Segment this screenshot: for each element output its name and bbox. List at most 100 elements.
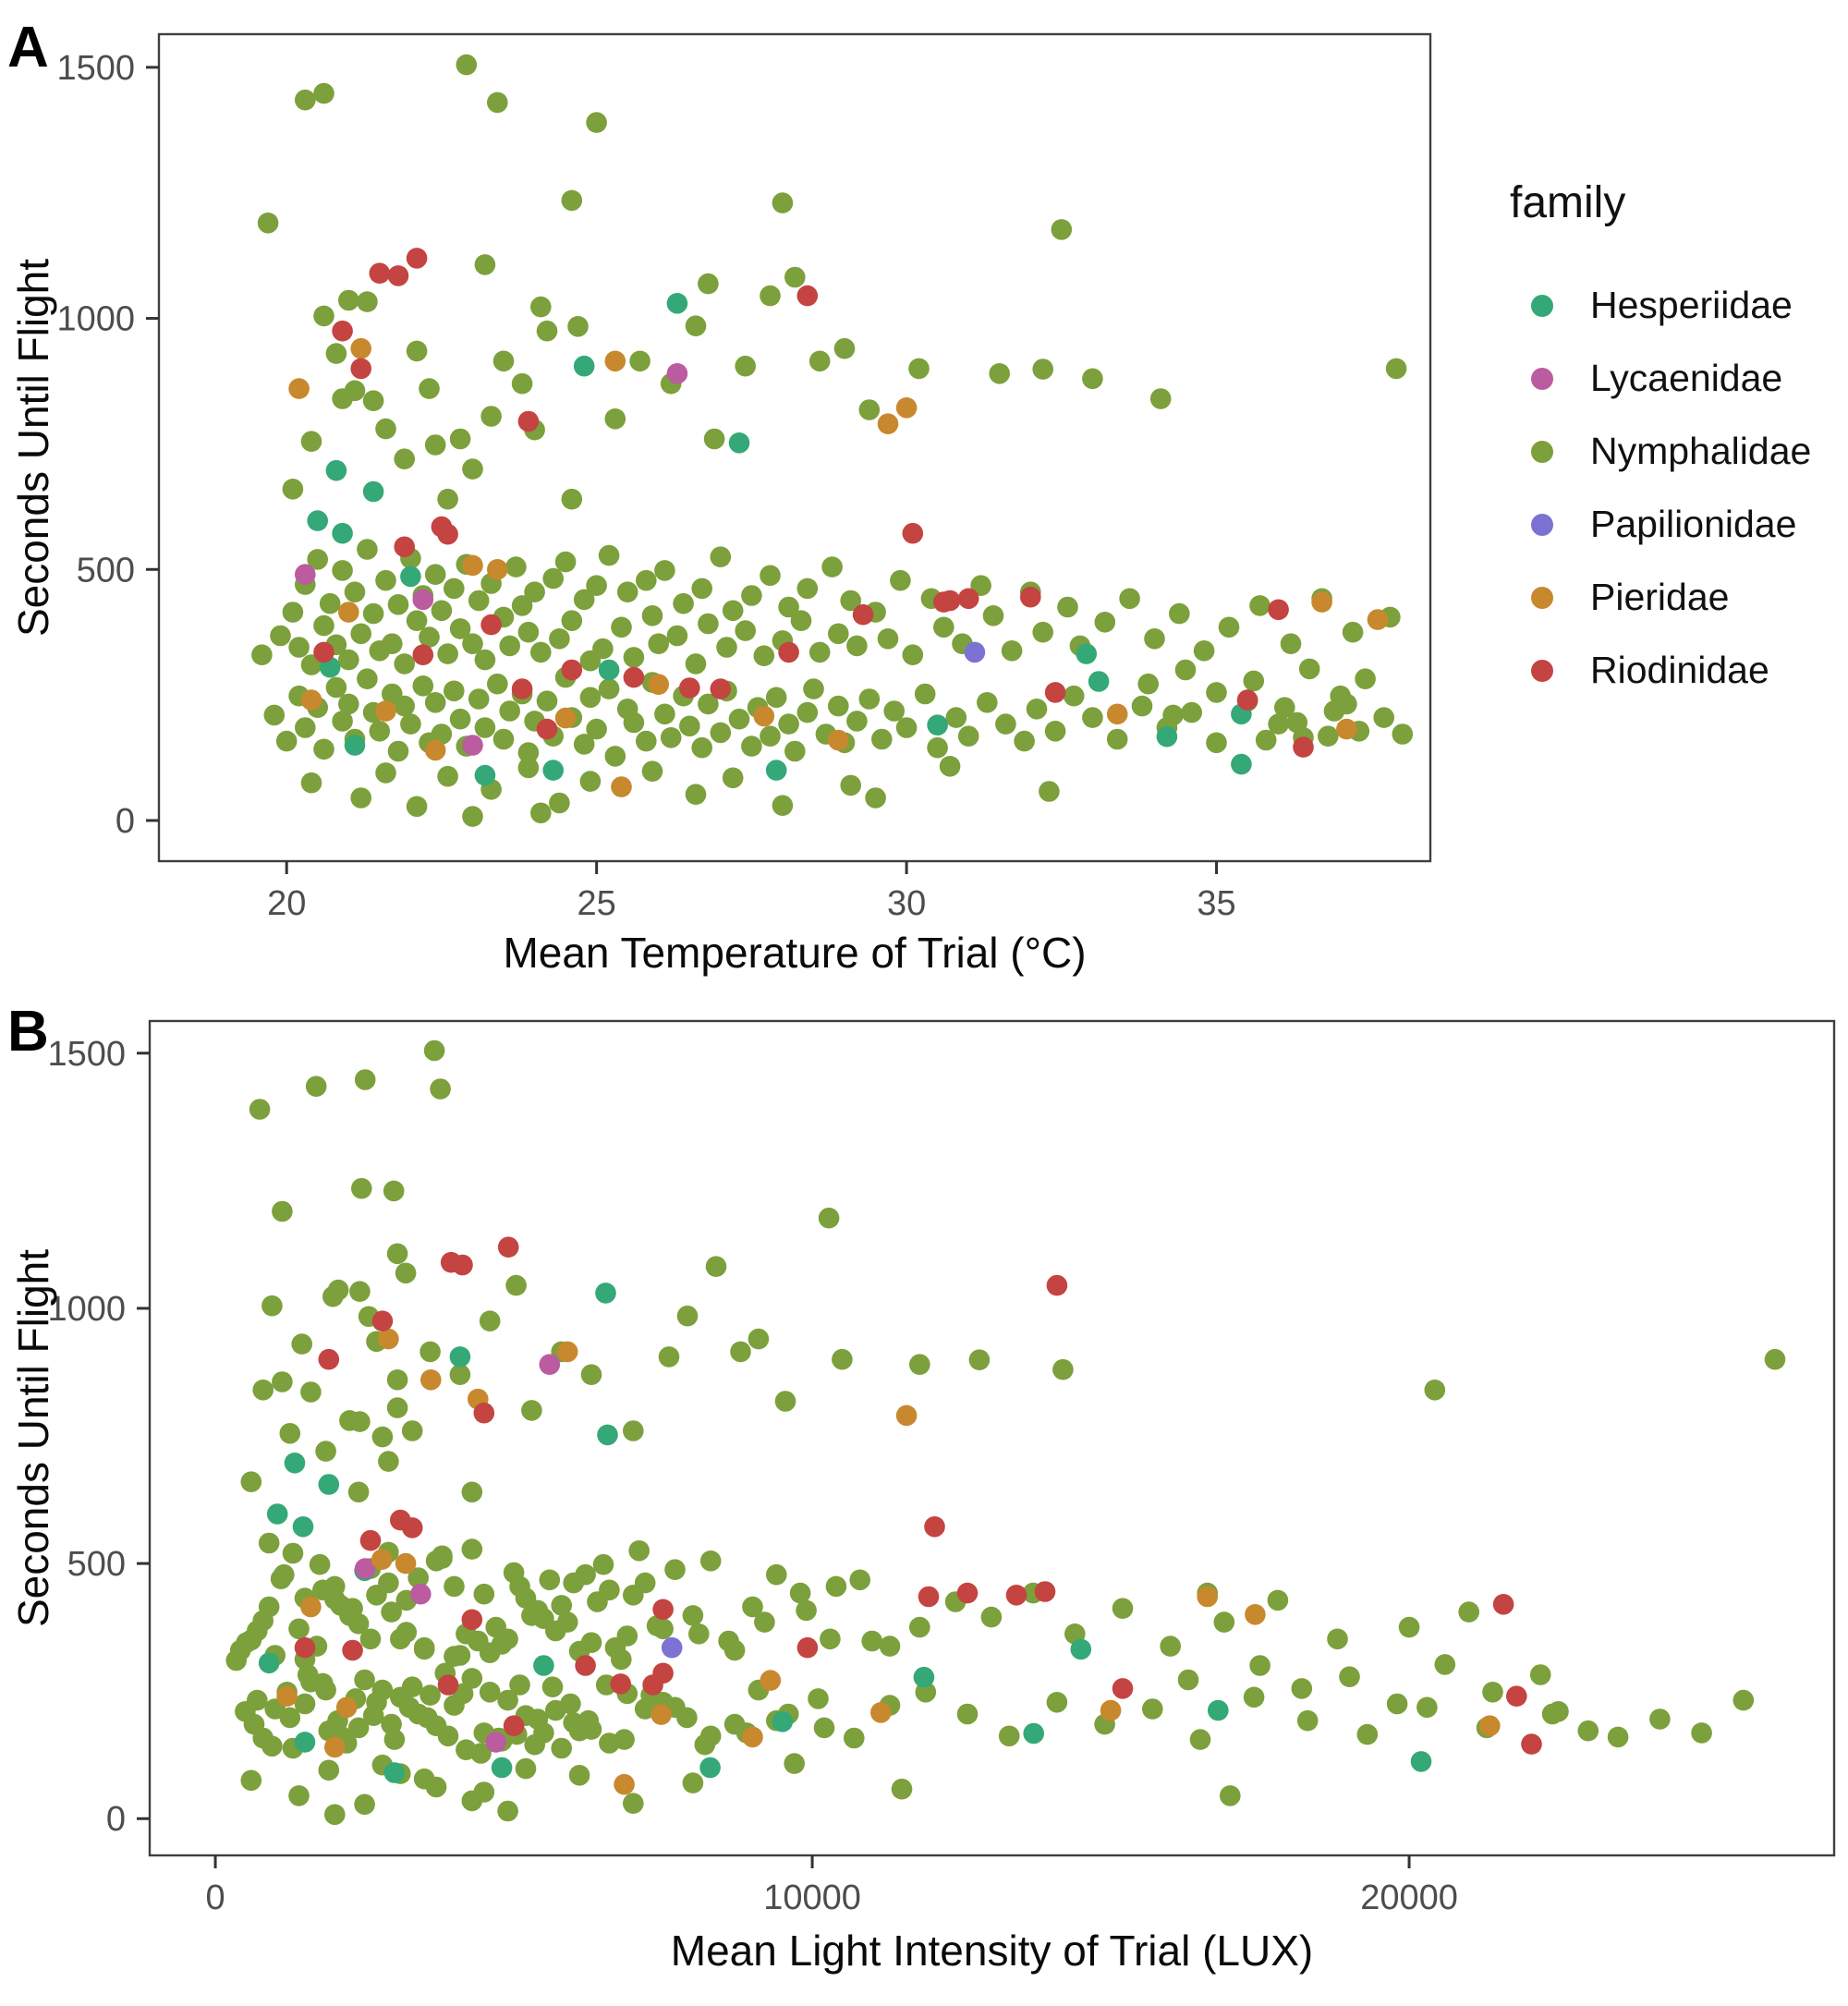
data-point bbox=[412, 589, 434, 611]
x-axis-title: Mean Temperature of Trial (°C) bbox=[503, 929, 1086, 977]
data-point bbox=[636, 569, 657, 591]
data-point bbox=[895, 717, 918, 738]
data-point bbox=[623, 1420, 644, 1441]
data-point bbox=[1149, 388, 1172, 409]
data-point bbox=[549, 628, 570, 650]
x-axis-tick-label: 20 bbox=[267, 884, 306, 923]
data-point bbox=[1106, 728, 1128, 750]
data-point bbox=[474, 717, 496, 738]
data-point bbox=[412, 644, 434, 665]
data-point bbox=[344, 581, 366, 602]
data-point bbox=[748, 1328, 770, 1350]
data-point bbox=[964, 641, 986, 663]
data-point bbox=[295, 564, 316, 585]
data-point bbox=[879, 1635, 901, 1657]
data-point bbox=[710, 678, 732, 699]
data-point bbox=[554, 551, 577, 573]
data-point bbox=[243, 1713, 265, 1735]
data-point bbox=[266, 1503, 288, 1525]
data-point bbox=[641, 760, 663, 782]
data-point bbox=[616, 581, 638, 602]
data-point bbox=[1416, 1696, 1438, 1719]
data-point bbox=[431, 600, 453, 622]
data-point bbox=[1076, 643, 1097, 664]
data-point bbox=[604, 1636, 626, 1659]
data-point bbox=[536, 718, 558, 740]
data-point bbox=[382, 633, 403, 654]
data-point bbox=[521, 1400, 542, 1421]
x-axis-tick-label: 20000 bbox=[1360, 1878, 1458, 1917]
data-point bbox=[288, 378, 310, 399]
data-point bbox=[575, 1655, 596, 1676]
data-point bbox=[918, 1586, 940, 1608]
data-point bbox=[676, 1305, 699, 1327]
data-point bbox=[1268, 599, 1289, 621]
data-point bbox=[357, 539, 378, 560]
data-point bbox=[410, 1583, 432, 1605]
data-point bbox=[369, 262, 391, 285]
data-point bbox=[660, 727, 682, 748]
data-point bbox=[263, 704, 286, 726]
data-point bbox=[895, 397, 918, 419]
data-point bbox=[760, 725, 781, 747]
data-point bbox=[682, 1605, 704, 1626]
data-point bbox=[292, 1516, 314, 1538]
data-point bbox=[685, 315, 707, 337]
data-point bbox=[437, 765, 458, 787]
data-point bbox=[685, 784, 707, 805]
data-point bbox=[902, 522, 924, 544]
data-point bbox=[1082, 707, 1103, 728]
data-point bbox=[354, 1558, 376, 1579]
data-point bbox=[424, 739, 446, 761]
data-point bbox=[499, 700, 520, 722]
data-point bbox=[419, 1341, 441, 1363]
data-point bbox=[371, 1679, 394, 1701]
data-point bbox=[909, 1354, 930, 1375]
data-point bbox=[623, 647, 645, 668]
data-point bbox=[324, 1736, 346, 1758]
data-point bbox=[419, 1684, 441, 1706]
data-point bbox=[933, 616, 954, 638]
data-point bbox=[870, 1702, 892, 1723]
data-point bbox=[511, 595, 533, 616]
data-point bbox=[497, 1689, 518, 1711]
data-point bbox=[1112, 1678, 1134, 1699]
data-point bbox=[1482, 1682, 1503, 1703]
data-point bbox=[378, 1328, 399, 1350]
data-point bbox=[828, 729, 849, 751]
data-point bbox=[487, 559, 508, 580]
data-point bbox=[1607, 1726, 1629, 1748]
data-point bbox=[753, 705, 775, 727]
data-point bbox=[772, 192, 794, 213]
data-point bbox=[818, 1207, 840, 1229]
data-point bbox=[1336, 693, 1357, 715]
data-point bbox=[1131, 695, 1153, 717]
data-point bbox=[349, 1281, 371, 1302]
data-point bbox=[1206, 732, 1227, 754]
data-point bbox=[568, 1765, 590, 1786]
data-point bbox=[760, 1670, 782, 1691]
data-point bbox=[629, 350, 650, 372]
data-point bbox=[386, 1397, 408, 1418]
data-point bbox=[1339, 1666, 1360, 1687]
data-point bbox=[497, 1800, 518, 1822]
data-point bbox=[968, 1349, 991, 1370]
data-point bbox=[1479, 1715, 1501, 1736]
panel-letter: B bbox=[7, 1000, 49, 1064]
data-point bbox=[272, 1200, 293, 1222]
data-point bbox=[424, 692, 446, 713]
y-axis-tick-label: 1000 bbox=[47, 1290, 126, 1329]
data-point bbox=[614, 1729, 635, 1750]
data-point bbox=[432, 1545, 453, 1567]
data-point bbox=[524, 581, 545, 602]
data-point bbox=[480, 614, 502, 636]
data-point bbox=[821, 556, 843, 577]
x-axis-tick-label: 30 bbox=[887, 884, 926, 923]
data-point bbox=[688, 1623, 710, 1645]
data-point bbox=[1492, 1594, 1514, 1615]
data-point bbox=[406, 610, 428, 631]
data-point bbox=[390, 1686, 411, 1708]
data-point bbox=[338, 289, 359, 311]
data-point bbox=[359, 1529, 382, 1551]
data-point bbox=[366, 1585, 387, 1606]
